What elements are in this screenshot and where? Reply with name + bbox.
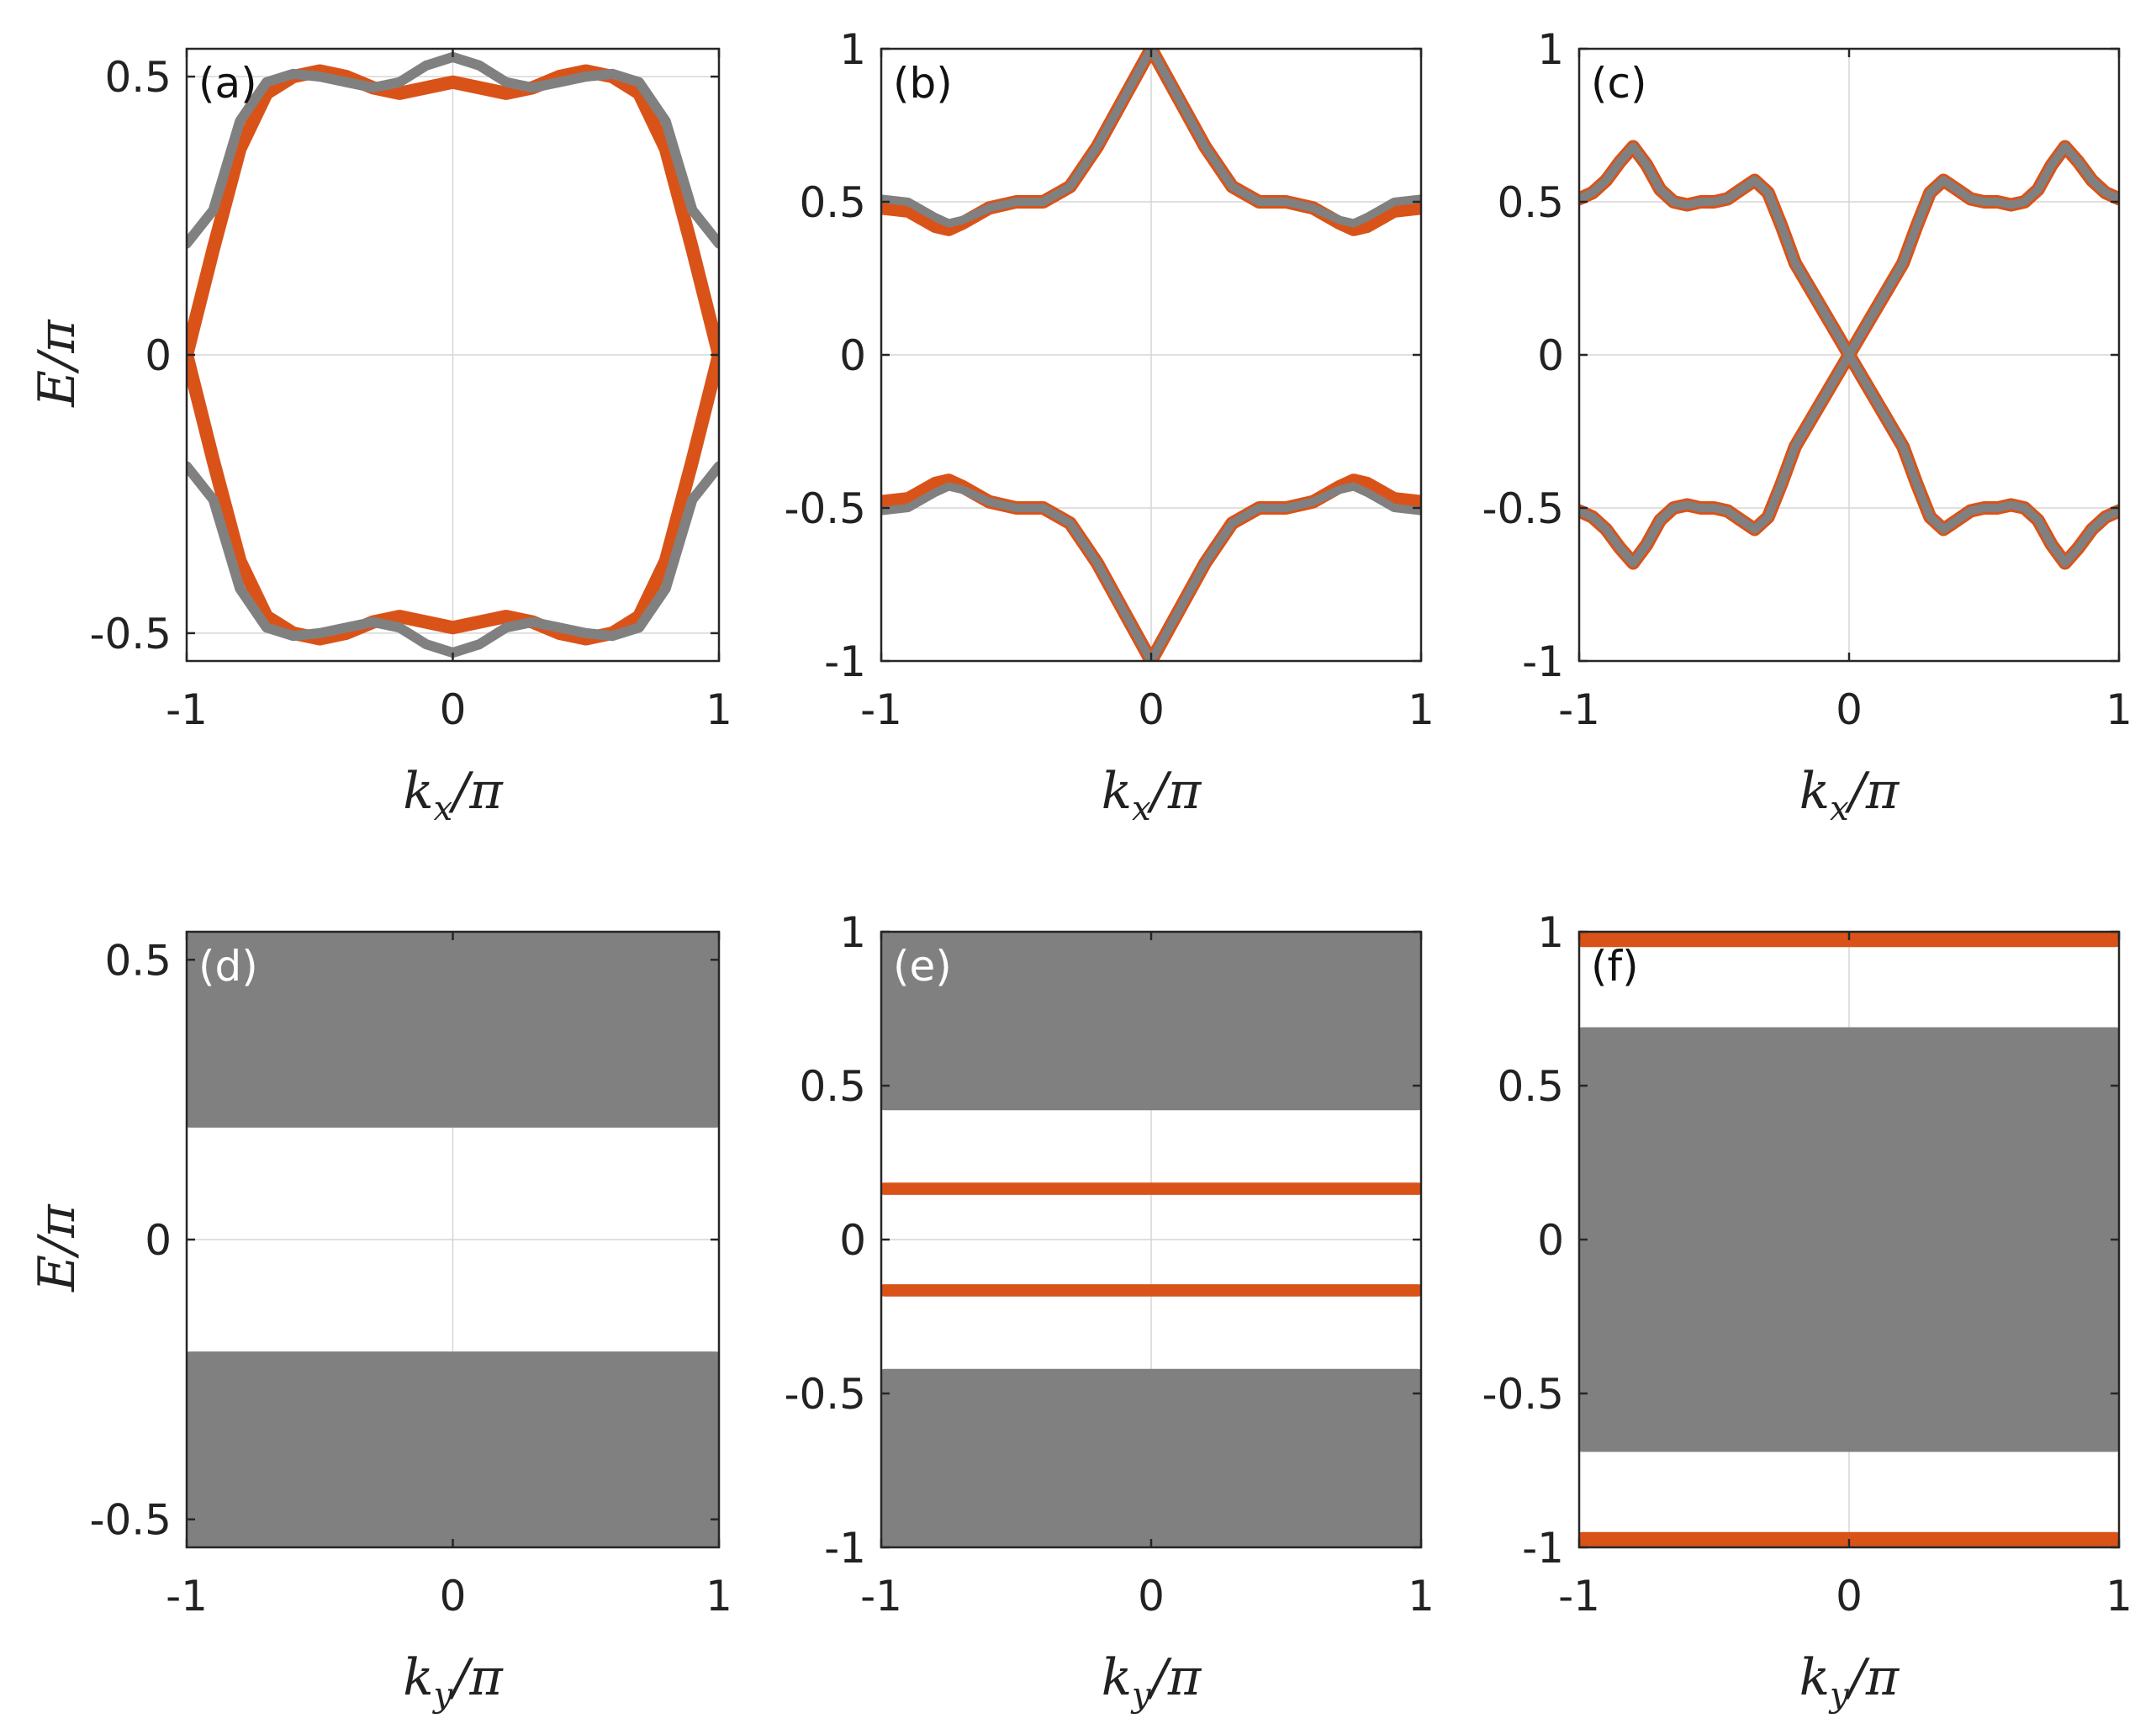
band-bulk-band-upper [187, 932, 719, 1128]
panel-b: -1 0 1 -1 -0.5 0 0.5 1 (b) kx/π [784, 25, 1434, 828]
x-tick-label: 1 [705, 1572, 732, 1621]
y-tick-label: -0.5 [784, 1370, 866, 1419]
series-edge-state-lower [187, 348, 719, 646]
x-tick-label: 0 [440, 685, 467, 734]
y-tick-label: -0.5 [784, 484, 866, 533]
x-tick-label: 0 [440, 1572, 467, 1621]
y-tick-label: 0 [1537, 331, 1564, 380]
band-bulk-band-lower [187, 1351, 719, 1547]
plot-area [1579, 932, 2119, 1547]
plot-area [881, 49, 1421, 661]
x-axis-label: kx/π [1799, 762, 1900, 828]
panel-label: (e) [893, 942, 952, 991]
series-edge-state-upper [187, 64, 719, 362]
plot-area [881, 932, 1421, 1547]
x-axis-label: kx/π [403, 762, 504, 828]
y-tick-label: -1 [824, 1524, 866, 1573]
x-axis-label: ky/π [403, 1648, 504, 1715]
band-edge-state-lower [881, 1284, 1421, 1297]
band-bulk-band [1579, 1027, 2119, 1452]
x-tick-label: 1 [1408, 1572, 1435, 1621]
panel-label: (c) [1591, 59, 1647, 108]
y-tick-label: 0.5 [1497, 178, 1564, 227]
x-tick-label: -1 [166, 685, 208, 734]
y-tick-label: 0 [1537, 1216, 1564, 1265]
series-band-lower-gray [881, 482, 1421, 661]
y-tick-label: 0 [839, 1216, 866, 1265]
x-tick-label: -1 [860, 685, 902, 734]
y-tick-label: 1 [1537, 908, 1564, 957]
y-tick-label: 0 [145, 331, 172, 380]
x-tick-label: 1 [2106, 685, 2132, 734]
x-tick-label: -1 [860, 1572, 902, 1621]
panel-d: -1 0 1 -0.5 0 0.5 (d) ky/π E/π [28, 930, 732, 1715]
y-tick-label: -0.5 [89, 1496, 172, 1545]
y-tick-label: 0.5 [104, 936, 172, 985]
series-band-crossing-up-gray [1579, 142, 2119, 568]
x-tick-label: 1 [1408, 685, 1435, 734]
x-tick-label: 0 [1836, 685, 1863, 734]
series-band-upper-gray [881, 49, 1421, 228]
x-axis-label: kx/π [1102, 762, 1202, 828]
y-axis-label: E/π [28, 319, 87, 408]
y-tick-label: -1 [1522, 637, 1564, 686]
y-axis-label: E/π [28, 1203, 87, 1293]
y-tick-label: 1 [1537, 25, 1564, 74]
x-tick-label: 1 [705, 685, 732, 734]
x-tick-label: -1 [166, 1572, 208, 1621]
x-tick-label: 0 [1138, 1572, 1165, 1621]
y-tick-label: 1 [839, 25, 866, 74]
x-tick-label: 0 [1836, 1572, 1863, 1621]
band-bulk-band-upper [881, 932, 1421, 1111]
panel-e: -1 0 1 -1 -0.5 0 0.5 1 (e) ky/π [784, 908, 1434, 1715]
band-bulk-band-lower [881, 1368, 1421, 1547]
panel-a: -1 0 1 -0.5 0 0.5 (a) kx/π E/π [28, 47, 732, 828]
y-tick-label: 0.5 [1497, 1062, 1564, 1111]
panel-label: (b) [893, 59, 953, 108]
y-tick-label: 0.5 [104, 53, 172, 102]
x-tick-label: 0 [1138, 685, 1165, 734]
y-tick-label: -0.5 [1482, 1370, 1564, 1419]
panel-c: -1 0 1 -1 -0.5 0 0.5 1 (c) kx/π [1482, 25, 2132, 828]
y-tick-label: 1 [839, 908, 866, 957]
panel-label: (d) [198, 942, 258, 991]
band-edge-state-upper [881, 1182, 1421, 1195]
y-tick-label: -0.5 [1482, 484, 1564, 533]
x-tick-label: 1 [2106, 1572, 2132, 1621]
y-tick-label: 0.5 [799, 1062, 866, 1111]
x-axis-label: ky/π [1102, 1648, 1202, 1715]
panel-f: -1 0 1 -1 -0.5 0 0.5 1 (f) ky/π [1482, 908, 2132, 1715]
x-axis-label: ky/π [1799, 1648, 1900, 1715]
y-tick-label: -0.5 [89, 610, 172, 658]
y-tick-label: 0 [145, 1216, 172, 1265]
y-tick-label: -1 [1522, 1524, 1564, 1573]
y-tick-label: 0 [839, 331, 866, 380]
panel-label: (f) [1591, 942, 1639, 991]
x-tick-label: -1 [1558, 1572, 1600, 1621]
y-tick-label: -1 [824, 637, 866, 686]
plot-area [1579, 140, 2119, 570]
plot-area [187, 932, 719, 1547]
panel-label: (a) [198, 59, 257, 108]
x-tick-label: -1 [1558, 685, 1600, 734]
y-tick-label: 0.5 [799, 178, 866, 227]
